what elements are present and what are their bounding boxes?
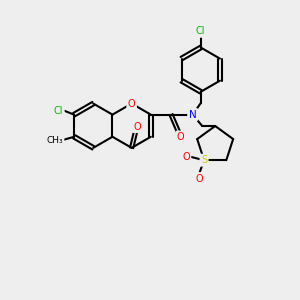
- Text: O: O: [182, 152, 190, 162]
- Text: CH₃: CH₃: [46, 136, 63, 145]
- Text: O: O: [128, 99, 136, 109]
- Text: N: N: [189, 110, 196, 120]
- Text: O: O: [133, 122, 141, 131]
- Text: O: O: [195, 174, 203, 184]
- Text: Cl: Cl: [54, 106, 63, 116]
- Text: O: O: [177, 132, 184, 142]
- Text: S: S: [201, 155, 207, 165]
- Text: Cl: Cl: [196, 26, 206, 36]
